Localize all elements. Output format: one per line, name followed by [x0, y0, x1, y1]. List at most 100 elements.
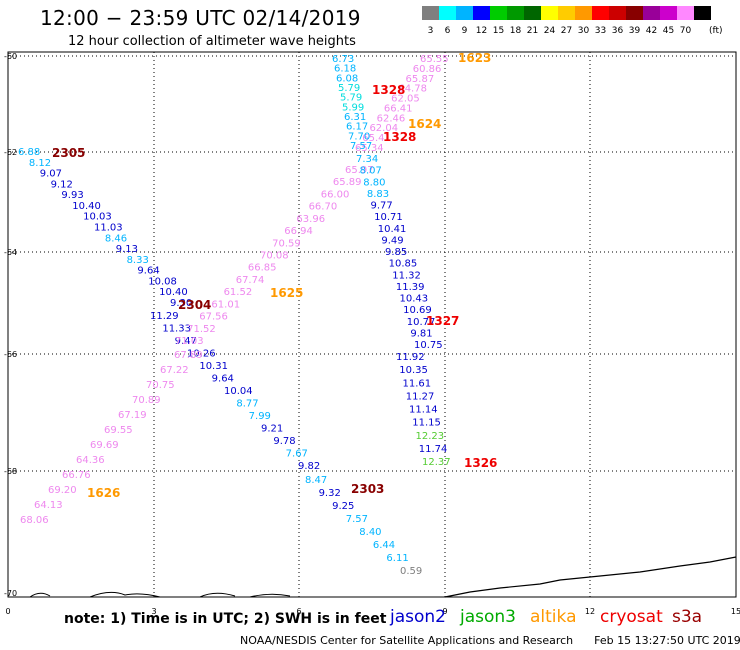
- colorbar-swatch: [490, 6, 507, 20]
- wave-height-value: 67.22: [160, 365, 189, 376]
- wave-height-value: 66.85: [248, 263, 277, 274]
- pass-time-label: 1326: [464, 456, 497, 470]
- track-1626: 67.89 67.22 70.75 70.89 67.19 69.55 69.69 64.36…: [20, 350, 203, 526]
- wave-height-value: 11.33: [162, 324, 191, 335]
- wave-height-value: 6.11: [386, 553, 408, 564]
- pass-time-label: 1327: [426, 314, 459, 328]
- wave-height-value: 62.05: [391, 94, 420, 105]
- wave-height-value: 10.43: [400, 294, 429, 305]
- wave-height-value: 11.15: [412, 418, 441, 429]
- satellite-legend-altika: altika: [530, 607, 577, 627]
- wave-height-value: 10.03: [83, 212, 112, 223]
- wave-height-value: 11.29: [150, 311, 179, 322]
- wave-height-value: 8.77: [236, 399, 258, 410]
- wave-height-value: 7.57: [346, 514, 368, 525]
- wave-height-value: 10.41: [378, 224, 407, 235]
- wave-height-value: 70.08: [260, 251, 289, 262]
- colorbar-label: 9: [462, 26, 468, 36]
- wave-height-value: 11.61: [403, 378, 432, 389]
- wave-height-value: 10.71: [374, 212, 403, 223]
- track-2303: 8.47 9.32 9.25 7.57 8.40 6.44 6.11 0.59 2303: [305, 475, 422, 577]
- colorbar-swatch: [507, 6, 524, 20]
- wave-height-value: 9.25: [332, 501, 354, 512]
- colorbar-swatch: [524, 6, 541, 20]
- wave-height-value: 6.08: [336, 73, 358, 84]
- wave-height-value: 71.52: [187, 324, 216, 335]
- pass-time-label: 1328: [383, 130, 416, 144]
- wave-height-value: 10.69: [403, 305, 432, 316]
- wave-height-value: 10.40: [72, 201, 101, 212]
- wave-height-value: 66.41: [384, 103, 413, 114]
- wave-height-value: 64.36: [76, 455, 105, 466]
- track-1624: 1624: [408, 117, 441, 131]
- wave-height-value: 7.67: [286, 449, 308, 460]
- wave-height-value: 67.74: [236, 275, 265, 286]
- wave-height-value: 9.64: [137, 266, 159, 277]
- page-subtitle: 12 hour collection of altimeter wave hei…: [68, 34, 356, 49]
- wave-height-value: 64.13: [34, 500, 63, 511]
- pass-time-label: 1623: [458, 51, 491, 65]
- wave-height-value: 10.04: [224, 386, 253, 397]
- wave-height-value: 8.83: [367, 189, 389, 200]
- wave-height-value: 12.37: [422, 457, 451, 468]
- wave-height-value: 61.52: [224, 287, 253, 298]
- wave-height-value: 8.07: [360, 166, 382, 177]
- colorbar-label: 15: [493, 26, 504, 36]
- wave-height-value: 61.01: [211, 299, 240, 310]
- generated-timestamp: Feb 15 13:27:50 UTC 2019: [594, 634, 740, 647]
- wave-height-value: 8.33: [127, 255, 149, 266]
- wave-height-value: 66.94: [284, 226, 313, 237]
- lon-tick-label: 9: [442, 607, 447, 616]
- colorbar-label: 45: [663, 26, 674, 36]
- wave-height-value: 6.31: [344, 112, 366, 123]
- wave-height-value: 64.78: [398, 84, 427, 95]
- colorbar-swatch: [660, 6, 677, 20]
- colorbar-label: 70: [680, 26, 692, 36]
- colorbar-label: 24: [544, 26, 556, 36]
- colorbar-swatch: [626, 6, 643, 20]
- colorbar-swatch: [643, 6, 660, 20]
- wave-height-value: 11.27: [406, 391, 435, 402]
- footer-credit: NOAA/NESDIS Center for Satellite Applica…: [240, 634, 740, 647]
- wave-height-value: 66.76: [62, 470, 91, 481]
- pass-time-label: 1328: [372, 83, 405, 97]
- satellite-legend-s3a: s3a: [672, 607, 703, 627]
- track-1327: 7.348.078.808.839.7710.7110.419.499.8510…: [356, 154, 459, 351]
- wave-height-value: 9.47: [175, 336, 197, 347]
- wave-height-value: 9.78: [273, 436, 295, 447]
- lon-tick-label: 3: [151, 607, 156, 616]
- colorbar-swatch: [541, 6, 558, 20]
- colorbar-swatch: [456, 6, 473, 20]
- colorbar-swatch: [694, 6, 711, 20]
- wave-height-value: 9.07: [40, 169, 62, 180]
- wave-height-value: 11.32: [392, 270, 421, 281]
- wave-height-value: 65.55: [420, 54, 449, 65]
- colorbar-label: 6: [445, 26, 451, 36]
- wave-height-value: 9.12: [51, 179, 73, 190]
- wave-height-value: 68.06: [20, 515, 49, 526]
- lat-tick-label: -62: [4, 148, 17, 157]
- colorbar-label: 42: [646, 26, 657, 36]
- pass-time-label: 1625: [270, 286, 303, 300]
- wave-height-value: 10.77: [407, 317, 436, 328]
- colorbar-label: 21: [527, 26, 538, 36]
- wave-height-value: 8.80: [363, 177, 385, 188]
- wave-height-value: 11.92: [396, 352, 425, 363]
- satellite-legend-jason2: jason2: [390, 607, 446, 627]
- wave-height-value: 9.49: [381, 235, 403, 246]
- wave-height-value: 65.87: [406, 74, 435, 85]
- wave-height-value: 63.96: [296, 214, 325, 225]
- colorbar-label: 39: [629, 26, 641, 36]
- wave-height-value: 65.41: [362, 133, 391, 144]
- pass-time-label: 2304: [178, 298, 211, 312]
- wave-height-value: 9.32: [319, 488, 341, 499]
- colorbar-label: 33: [595, 26, 606, 36]
- wave-height-value: 11.39: [396, 282, 425, 293]
- wave-height-value: 8.46: [105, 233, 127, 244]
- pass-time-label: 1626: [87, 486, 120, 500]
- wave-height-value: 9.93: [61, 190, 83, 201]
- colorbar-unit: (ft): [709, 26, 723, 36]
- wave-height-value: 67.89: [174, 350, 203, 361]
- lon-tick-label: 12: [585, 607, 595, 616]
